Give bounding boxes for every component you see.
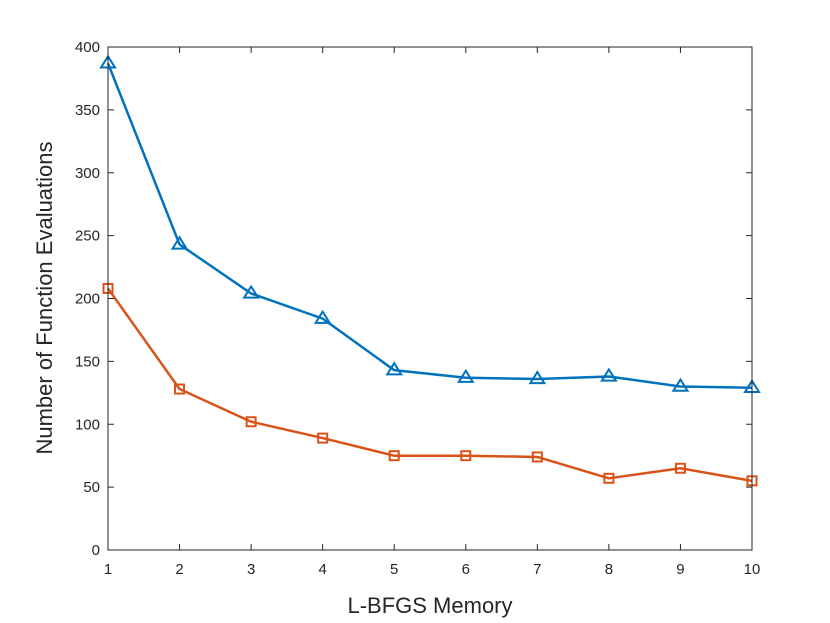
series-1-point <box>671 377 690 392</box>
series-1-point <box>385 361 404 376</box>
series-2-point <box>460 450 472 462</box>
x-tick-label: 10 <box>744 561 761 578</box>
series-1-point <box>456 368 475 383</box>
x-tick-label: 1 <box>104 561 112 578</box>
series-1-line <box>106 62 753 390</box>
y-tick-label: 100 <box>75 416 100 433</box>
series-2-line <box>106 287 753 483</box>
series-1-point <box>313 309 332 324</box>
series-2-point <box>674 462 686 474</box>
x-tick-label: 4 <box>318 561 326 578</box>
series-2-point <box>603 472 615 484</box>
series-2-point <box>388 450 400 462</box>
y-tick-label: 0 <box>92 542 100 559</box>
series-2-point <box>174 383 186 395</box>
y-tick-label: 350 <box>75 102 100 119</box>
x-axis-title: L-BFGS Memory <box>347 593 512 618</box>
x-tick-label: 9 <box>676 561 684 578</box>
y-axis-title: Number of Function Evaluations <box>32 141 57 454</box>
series-1-point <box>170 235 189 250</box>
y-tick-label: 300 <box>75 165 100 182</box>
x-tick-label: 7 <box>533 561 541 578</box>
series-1-point <box>242 284 260 299</box>
plot-area <box>108 47 752 550</box>
x-tick-label: 8 <box>605 561 613 578</box>
series-2-point <box>317 432 329 444</box>
y-tick-label: 250 <box>75 228 100 245</box>
x-axis-ticks: 1 2 3 4 5 6 7 8 9 10 <box>104 47 761 578</box>
x-tick-label: 5 <box>390 561 398 578</box>
y-tick-label: 150 <box>75 353 100 370</box>
y-axis-ticks: 0 50 100 150 200 250 300 350 400 <box>75 39 752 559</box>
x-tick-label: 3 <box>247 561 255 578</box>
series-1-point <box>528 370 547 385</box>
series-1-point <box>600 367 618 382</box>
y-tick-label: 200 <box>75 291 100 308</box>
series-layer <box>99 54 761 487</box>
y-tick-label: 400 <box>75 39 100 56</box>
x-tick-label: 2 <box>175 561 183 578</box>
y-tick-label: 50 <box>83 479 100 496</box>
x-tick-label: 6 <box>462 561 470 578</box>
series-2-point <box>245 416 257 428</box>
series-2-point <box>531 451 543 463</box>
